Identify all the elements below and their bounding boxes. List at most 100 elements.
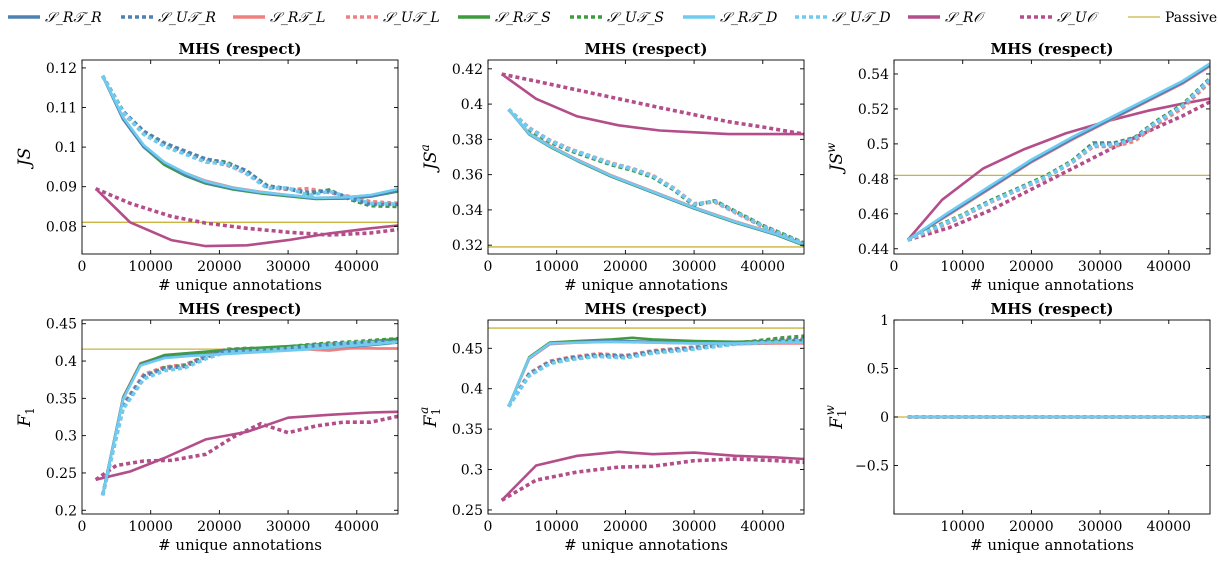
chart-panel-f1-w: MHS (respect) 10000 20000 30000 40000 −0.5 0 0.…	[812, 300, 1218, 562]
series-line-sro	[500, 73, 804, 136]
series-line-srtr	[101, 75, 398, 200]
x-tick-label: 10000	[534, 519, 579, 535]
y-tick-label: 0.25	[46, 466, 77, 482]
y-tick-label: 0.4	[55, 354, 77, 370]
series-line-srtr	[101, 341, 398, 496]
series-line-suts	[507, 334, 804, 408]
y-tick-label: 0.5	[867, 362, 889, 378]
series-line-sutr	[100, 339, 398, 496]
x-tick-label: 30000	[266, 519, 311, 535]
series-line-srtd	[507, 108, 804, 247]
x-tick-label: 10000	[128, 519, 173, 535]
series-line-srtd	[101, 75, 398, 200]
y-tick-label: 0.2	[55, 503, 77, 519]
chart-title: MHS (respect)	[178, 300, 301, 318]
series-line-srts	[101, 75, 398, 201]
y-tick-label: 0.5	[867, 137, 889, 153]
legend-label: 𝒮_R𝒯_R	[45, 10, 102, 26]
x-tick-label: 0	[484, 259, 493, 275]
x-tick-label: 30000	[672, 259, 717, 275]
series-line-sutr	[101, 74, 398, 207]
series-line-srtd	[101, 340, 398, 496]
x-tick-label: 40000	[741, 259, 786, 275]
chart-js-w: MHS (respect) 0 10000 20000 30000 40000 0.44 0.…	[824, 40, 1211, 294]
y-tick-label: 0.12	[46, 61, 77, 77]
y-tick-label: 0.25	[452, 503, 483, 519]
legend-entry: 𝒮_R𝒪	[908, 10, 985, 26]
y-tick-label: 0.42	[452, 62, 483, 78]
legend-entry: 𝒮_U𝒯_R	[121, 10, 216, 26]
chart-panel-f1-a: MHS (respect) 0 10000 20000 30000 40000 0.25 0.…	[406, 300, 812, 562]
series-line-sro	[94, 187, 398, 248]
x-tick-label: 40000	[1147, 519, 1192, 535]
legend-label: 𝒮_U𝒯_S	[607, 10, 664, 26]
y-tick-label: −0.5	[855, 459, 889, 475]
chart-title: MHS (respect)	[990, 300, 1113, 318]
chart-title: MHS (respect)	[178, 40, 301, 58]
y-tick-label: 0.3	[55, 429, 77, 445]
x-tick-label: 30000	[266, 259, 311, 275]
y-tick-label: 0.09	[46, 180, 77, 196]
series-line-sutd	[100, 340, 398, 496]
series-line-suo	[500, 457, 804, 502]
series-line-srtd	[906, 62, 1210, 242]
x-tick-label: 30000	[1078, 519, 1123, 535]
series-line-sutd	[507, 108, 804, 246]
y-tick-label: 0.4	[461, 382, 483, 398]
y-tick-label: 0.11	[46, 101, 77, 117]
legend-label: 𝒮_R𝒯_L	[270, 10, 325, 26]
y-tick-label: 0.45	[452, 341, 483, 357]
y-axis-label: JSa	[418, 144, 441, 173]
chart-legend: 𝒮_R𝒯_R 𝒮_U𝒯_R 𝒮_R𝒯_L 𝒮_U𝒯_L 𝒮_R𝒯_S 𝒮_U𝒯_S 𝒮_R𝒯…	[8, 10, 1217, 26]
legend-label: Passive	[1165, 10, 1217, 26]
y-tick-label: 0.38	[452, 132, 483, 148]
series-line-sutl	[101, 74, 398, 206]
x-tick-label: 20000	[197, 259, 242, 275]
series-line-suo	[94, 414, 398, 482]
series-line-sutr	[906, 77, 1210, 242]
legend-entry: 𝒮_R𝒯_S	[458, 10, 551, 26]
series-line-sutd	[507, 338, 804, 408]
legend-entry: 𝒮_U𝒯_L	[346, 10, 440, 26]
legend-label: 𝒮_U𝒪	[1057, 10, 1099, 26]
x-tick-label: 0	[890, 259, 899, 275]
x-axis-label: # unique annotations	[158, 276, 322, 294]
x-tick-label: 30000	[672, 519, 717, 535]
x-axis-label: # unique annotations	[564, 536, 728, 554]
y-tick-label: 0.3	[461, 463, 483, 479]
legend-entry: 𝒮_R𝒯_D	[683, 10, 777, 26]
chart-js-a: MHS (respect) 0 10000 20000 30000 40000 0.32 0.…	[418, 40, 805, 294]
chart-panel-js-a: MHS (respect) 0 10000 20000 30000 40000 0.32 0.…	[406, 40, 812, 296]
x-tick-label: 40000	[335, 259, 380, 275]
y-tick-label: 0.54	[858, 67, 889, 83]
chart-panel-js-w: MHS (respect) 0 10000 20000 30000 40000 0.44 0.…	[812, 40, 1218, 296]
series-line-sro	[95, 410, 398, 481]
series-line-sutd	[101, 74, 398, 206]
plot-frame	[81, 319, 399, 515]
x-tick-label: 0	[484, 519, 493, 535]
y-axis-label: F1a	[417, 407, 443, 429]
x-tick-label: 20000	[1009, 259, 1054, 275]
chart-f1-w: MHS (respect) 10000 20000 30000 40000 −0.5 0 0.…	[823, 300, 1211, 554]
legend-entry: 𝒮_U𝒪	[1020, 10, 1099, 26]
x-tick-label: 0	[78, 259, 87, 275]
x-tick-label: 40000	[741, 519, 786, 535]
series-line-sro	[500, 450, 804, 502]
x-tick-label: 10000	[940, 259, 985, 275]
y-tick-label: 0.46	[858, 207, 889, 223]
x-tick-label: 10000	[940, 519, 985, 535]
x-tick-label: 20000	[197, 519, 242, 535]
x-tick-label: 20000	[603, 519, 648, 535]
plot-frame	[893, 59, 1211, 255]
y-tick-label: 0.4	[461, 97, 483, 113]
x-tick-label: 10000	[128, 259, 173, 275]
plot-frame	[487, 319, 805, 515]
plot-frame	[487, 59, 805, 255]
series-line-suts	[906, 77, 1210, 242]
x-tick-label: 0	[78, 519, 87, 535]
series-line-suo	[501, 72, 804, 136]
y-tick-label: 0.34	[452, 203, 483, 219]
y-tick-label: 0.44	[858, 242, 889, 258]
x-axis-label: # unique annotations	[564, 276, 728, 294]
chart-title: MHS (respect)	[990, 40, 1113, 58]
